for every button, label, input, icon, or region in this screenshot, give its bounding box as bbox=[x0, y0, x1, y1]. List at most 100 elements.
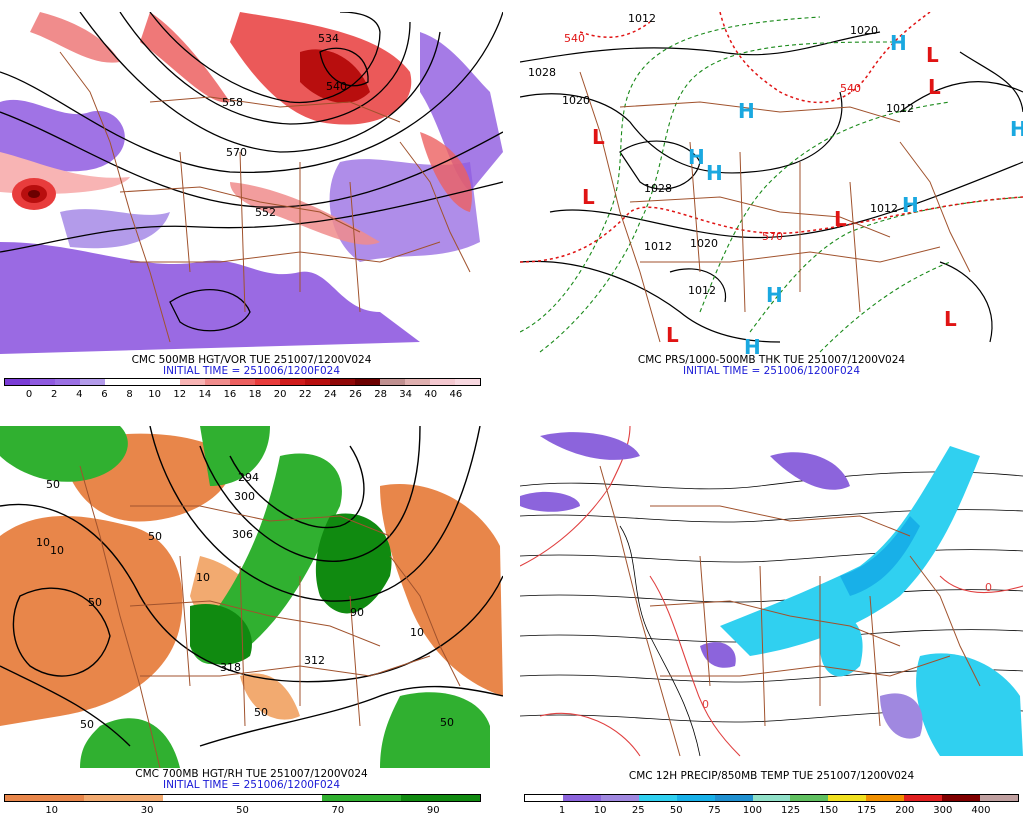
thickness-label: 540 bbox=[564, 32, 585, 45]
colorbar-tick-label: 34 bbox=[399, 389, 413, 400]
high-pressure-marker: H bbox=[706, 161, 723, 185]
low-pressure-marker: L bbox=[592, 125, 605, 149]
colorbar-vorticity bbox=[4, 378, 481, 386]
colorbar-swatch bbox=[130, 379, 155, 385]
pressure-label: 1012 bbox=[886, 102, 914, 115]
colorbar-swatch bbox=[752, 795, 791, 801]
colorbar-tick-label: 12 bbox=[173, 389, 187, 400]
colorbar-swatch bbox=[163, 795, 203, 801]
contour-label: 306 bbox=[232, 528, 253, 541]
colorbar-swatch bbox=[321, 795, 362, 801]
pressure-label: 1020 bbox=[562, 94, 590, 107]
colorbar-swatch bbox=[84, 795, 124, 801]
colorbar-swatch bbox=[440, 795, 480, 801]
colorbar-swatch bbox=[380, 379, 405, 385]
colorbar-swatch bbox=[866, 795, 905, 801]
colorbar-swatch bbox=[5, 795, 45, 801]
colorbar-tick-label: 90 bbox=[426, 805, 440, 816]
pressure-label: 1020 bbox=[850, 24, 878, 37]
colorbar-humidity bbox=[4, 794, 481, 802]
colorbar-tick-label: 30 bbox=[140, 805, 154, 816]
colorbar-tick-label: 2 bbox=[51, 389, 58, 400]
colorbar-tick-label: 70 bbox=[331, 805, 345, 816]
low-pressure-marker: L bbox=[944, 307, 957, 331]
colorbar-swatch bbox=[355, 379, 380, 385]
colorbar-tick-label: 50 bbox=[669, 805, 683, 816]
colorbar-swatch bbox=[80, 379, 105, 385]
pressure-label: 1028 bbox=[528, 66, 556, 79]
panel-title: CMC 12H PRECIP/850MB TEMP TUE 251007/120… bbox=[628, 770, 915, 782]
colorbar-swatch bbox=[942, 795, 981, 801]
contour-label: 10 bbox=[410, 626, 424, 639]
colorbar-tick-label: 20 bbox=[273, 389, 287, 400]
temp-label: 0 bbox=[702, 698, 709, 711]
colorbar-ticks: 0 2 4 6 8 10 12 14 16 18 20 22 24 26 28 34 40 46 bbox=[4, 389, 481, 401]
colorbar-swatch bbox=[205, 379, 230, 385]
panel-initial-time: INITIAL TIME = 251006/1200F024 bbox=[162, 365, 341, 377]
colorbar-swatch bbox=[55, 379, 80, 385]
colorbar-swatch bbox=[790, 795, 829, 801]
colorbar-tick-label: 46 bbox=[449, 389, 463, 400]
colorbar-tick-label: 14 bbox=[198, 389, 212, 400]
colorbar-swatch bbox=[400, 795, 441, 801]
colorbar-swatch bbox=[155, 379, 180, 385]
contour-label: 10 bbox=[196, 571, 210, 584]
colorbar-tick-label: 50 bbox=[236, 805, 249, 816]
high-pressure-marker: H bbox=[902, 193, 919, 217]
colorbar-swatch bbox=[361, 795, 401, 801]
colorbar-swatch bbox=[282, 795, 322, 801]
contour-label: 552 bbox=[255, 206, 276, 219]
colorbar-swatch bbox=[330, 379, 355, 385]
contour-label: 318 bbox=[220, 661, 241, 674]
colorbar-swatch bbox=[600, 795, 639, 801]
contour-label: 294 bbox=[238, 471, 259, 484]
colorbar-swatch bbox=[525, 795, 563, 801]
contour-label: 534 bbox=[318, 32, 339, 45]
colorbar-swatch bbox=[430, 379, 455, 385]
panel-title: CMC PRS/1000-500MB THK TUE 251007/1200V0… bbox=[637, 354, 906, 366]
contour-label: 10 bbox=[50, 544, 64, 557]
thickness-label: 570 bbox=[762, 230, 783, 243]
map-500mb-vorticity: 534 540 558 570 552 bbox=[0, 12, 503, 354]
pressure-label: 1028 bbox=[644, 182, 672, 195]
colorbar-tick-label: 0 bbox=[25, 389, 33, 400]
colorbar-tick-label: 10 bbox=[45, 805, 59, 816]
contour-label: 50 bbox=[440, 716, 454, 729]
colorbar-swatch bbox=[5, 379, 30, 385]
thickness-label: 540 bbox=[840, 82, 861, 95]
contour-label: 300 bbox=[234, 490, 255, 503]
high-pressure-marker: H bbox=[1010, 117, 1023, 141]
contour-label: 10 bbox=[36, 536, 50, 549]
colorbar-tick-label: 26 bbox=[349, 389, 362, 400]
colorbar-tick-label: 24 bbox=[323, 389, 337, 400]
colorbar-swatch bbox=[455, 379, 480, 385]
colorbar-tick-label: 100 bbox=[742, 805, 762, 816]
high-pressure-marker: H bbox=[688, 145, 705, 169]
colorbar-precipitation bbox=[524, 794, 1019, 802]
colorbar-tick-label: 1 bbox=[558, 805, 566, 816]
colorbar-tick-label: 18 bbox=[248, 389, 262, 400]
colorbar-ticks: 10 30 50 70 90 bbox=[4, 805, 481, 817]
colorbar-tick-label: 28 bbox=[374, 389, 387, 400]
colorbar-tick-label: 175 bbox=[857, 805, 877, 816]
colorbar-swatch bbox=[105, 379, 130, 385]
colorbar-tick-label: 22 bbox=[298, 389, 312, 400]
colorbar-swatch bbox=[242, 795, 283, 801]
colorbar-swatch bbox=[562, 795, 601, 801]
colorbar-swatch bbox=[280, 379, 305, 385]
colorbar-tick-label: 6 bbox=[101, 389, 108, 400]
map-precipitation: 0 0 bbox=[520, 426, 1023, 768]
contour-label: 50 bbox=[46, 478, 60, 491]
panel-initial-time: INITIAL TIME = 251006/1200F024 bbox=[162, 779, 341, 791]
contour-label: 50 bbox=[148, 530, 162, 543]
high-pressure-marker: H bbox=[890, 31, 907, 55]
low-pressure-marker: L bbox=[582, 185, 595, 209]
low-pressure-marker: L bbox=[928, 75, 941, 99]
colorbar-tick-label: 8 bbox=[126, 389, 133, 400]
colorbar-swatch bbox=[714, 795, 753, 801]
colorbar-ticks: 1 10 25 50 75 100 125 150 175 200 300 400 bbox=[524, 805, 1019, 817]
colorbar-tick-label: 16 bbox=[223, 389, 237, 400]
colorbar-swatch bbox=[230, 379, 255, 385]
panel-title: CMC 700MB HGT/RH TUE 251007/1200V024 bbox=[135, 768, 368, 780]
